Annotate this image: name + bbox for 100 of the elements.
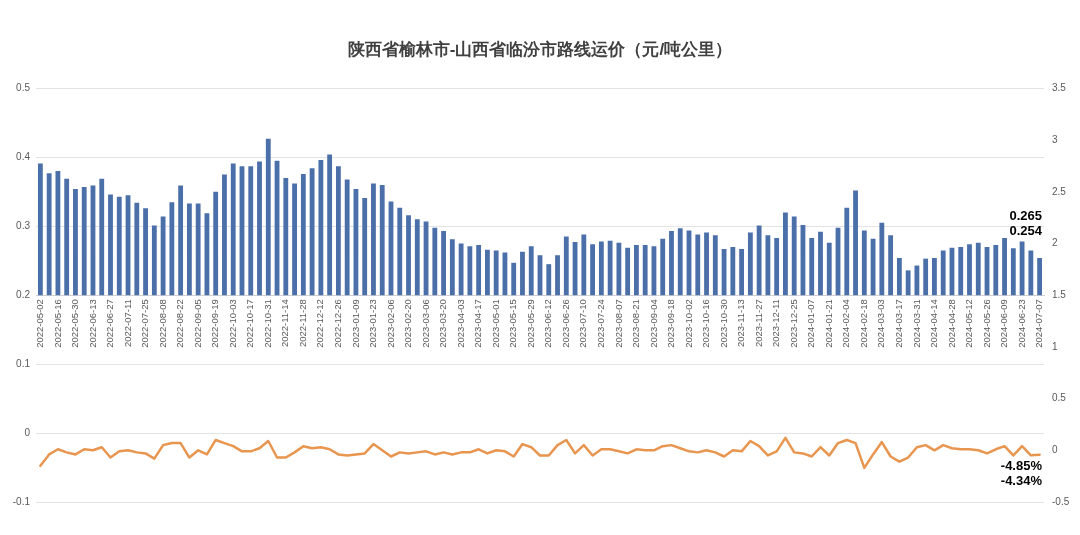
x-tick-label: 2022-06-27 <box>104 299 116 348</box>
bar <box>975 242 981 296</box>
x-tick-label: 2022-07-11 <box>121 299 133 348</box>
x-tick-label: 2023-09-04 <box>647 299 659 348</box>
bar <box>853 190 858 296</box>
x-tick-label: 2022-08-08 <box>156 299 168 348</box>
y2-tick-label: 3 <box>1052 133 1058 145</box>
x-tick-label: 2023-03-06 <box>419 299 431 348</box>
x-tick-label: 2023-06-26 <box>559 299 571 348</box>
bar <box>116 196 122 296</box>
x-tick-label: 2022-09-19 <box>209 299 221 348</box>
bar <box>151 225 157 296</box>
x-tick-label: 2022-05-02 <box>34 299 46 348</box>
x-tick-label: 2023-05-15 <box>507 299 519 348</box>
y2-tick-label: -0.5 <box>1052 495 1070 507</box>
bar <box>257 161 262 296</box>
bar <box>625 247 631 296</box>
x-tick-label: 2023-12-25 <box>787 299 799 348</box>
bar <box>230 163 236 296</box>
bar <box>896 257 902 296</box>
bar <box>932 257 937 296</box>
bar <box>213 191 219 296</box>
bar <box>169 202 175 296</box>
y2-tick-label: 1 <box>1052 340 1058 352</box>
y-tick-label: 0.2 <box>16 288 31 300</box>
x-tick-label: 2023-05-29 <box>524 299 536 348</box>
bar <box>309 168 315 296</box>
bar <box>283 178 289 296</box>
x-tick-label: 2024-07-07 <box>1033 299 1045 348</box>
bar <box>178 185 184 296</box>
bar <box>344 179 350 296</box>
bar <box>642 244 648 296</box>
x-tick-label: 2023-04-03 <box>454 299 466 348</box>
bar <box>1028 250 1034 296</box>
bar <box>493 250 499 296</box>
bar <box>958 246 964 296</box>
x-tick-label: 2024-02-04 <box>840 299 852 348</box>
y2-tick-label: 2 <box>1052 237 1058 249</box>
bar <box>791 216 797 296</box>
x-tick-label: 2024-06-23 <box>1015 299 1027 348</box>
bar <box>449 239 455 296</box>
bar <box>598 241 604 296</box>
bar <box>265 138 271 296</box>
y-tick-label: 0.5 <box>16 82 31 94</box>
bar <box>441 231 446 296</box>
bar <box>739 249 745 296</box>
bar <box>563 236 569 296</box>
bar <box>134 202 140 296</box>
x-tick-label: 2022-06-13 <box>86 299 98 348</box>
bar <box>756 225 762 296</box>
x-tick-label: 2023-07-24 <box>594 299 606 348</box>
y-tick-label: 0 <box>24 426 31 438</box>
bar <box>335 166 341 296</box>
bar <box>108 194 113 296</box>
bar <box>730 246 736 296</box>
x-tick-label: 2023-05-01 <box>489 299 501 348</box>
x-tick-label: 2023-01-09 <box>349 299 361 348</box>
y2-tick-label: 2.5 <box>1052 185 1067 197</box>
x-tick-label: 2023-11-27 <box>752 299 764 348</box>
bar <box>704 232 709 296</box>
bar <box>186 203 192 296</box>
x-tick-label: 2024-05-26 <box>980 299 992 348</box>
x-tick-label: 2022-10-31 <box>261 299 273 348</box>
bar <box>379 184 385 296</box>
bar <box>747 232 753 296</box>
x-tick-label: 2024-03-17 <box>893 299 904 348</box>
bar <box>160 216 166 296</box>
bar <box>555 255 560 296</box>
bar <box>607 240 613 296</box>
bar <box>81 186 87 296</box>
x-tick-label: 2023-03-20 <box>437 299 449 348</box>
bar <box>669 231 674 296</box>
x-tick-label: 2024-01-21 <box>822 299 834 348</box>
x-tick-label: 2022-05-16 <box>51 299 63 348</box>
chart-title: 陕西省榆林市-山西省临汾市路线运价（元/吨公里） <box>347 39 733 59</box>
bar <box>1002 237 1007 296</box>
bar <box>677 228 683 296</box>
bar <box>467 246 473 296</box>
bar <box>590 244 595 296</box>
bar <box>923 258 929 296</box>
y2-tick-label: 0 <box>1052 444 1058 456</box>
bar <box>809 237 815 296</box>
x-tick-label: 2022-10-17 <box>244 299 256 348</box>
x-tick-label: 2022-07-25 <box>139 299 151 348</box>
bar <box>774 237 780 296</box>
x-tick-label: 2022-08-22 <box>174 299 186 348</box>
x-tick-label: 2023-09-18 <box>665 299 677 348</box>
bar <box>888 235 894 296</box>
bar <box>300 173 306 296</box>
bar <box>476 244 482 296</box>
x-tick-label: 2023-10-02 <box>682 299 694 348</box>
x-tick-label: 2024-02-18 <box>857 299 869 348</box>
bar <box>406 215 411 296</box>
x-tick-label: 2023-04-17 <box>472 299 484 348</box>
bar <box>371 183 376 296</box>
x-tick-label: 2023-08-21 <box>630 299 642 348</box>
y-tick-label: -0.1 <box>12 495 31 507</box>
x-tick-label: 2024-05-12 <box>963 299 975 348</box>
x-tick-label: 2022-11-14 <box>279 299 291 348</box>
x-tick-label: 2022-05-30 <box>69 299 81 348</box>
